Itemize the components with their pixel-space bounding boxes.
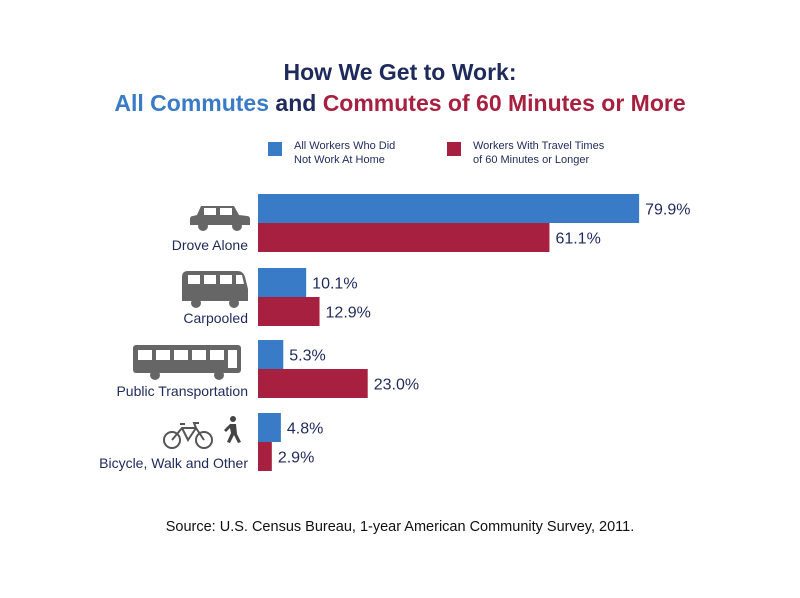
bus-icon — [133, 345, 241, 380]
car-icon — [190, 206, 250, 231]
pedestrian-icon — [224, 416, 241, 443]
value-label: 5.3% — [289, 348, 325, 365]
bar — [258, 442, 272, 471]
category-label: Bicycle, Walk and Other — [99, 455, 248, 471]
bar — [258, 223, 550, 252]
category-label: Carpooled — [183, 310, 248, 326]
category-label: Public Transportation — [116, 383, 248, 399]
bars-group: 79.9% 61.1% 10.1% 12.9% 5.3% 23.0% 4.8% 2.9% — [258, 194, 690, 471]
value-label: 2.9% — [278, 450, 314, 467]
bar — [258, 297, 320, 326]
bicycle-icon — [163, 422, 213, 449]
subtitle-long-commutes: Commutes of 60 Minutes or More — [322, 90, 686, 116]
bar — [258, 369, 368, 398]
subtitle-all-commutes: All Commutes — [114, 90, 270, 116]
value-label: 61.1% — [555, 231, 600, 248]
legend-item-long-commute: Workers With Travel Times of 60 Minutes … — [447, 139, 623, 167]
source-note: Source: U.S. Census Bureau, 1-year Ameri… — [165, 519, 635, 535]
legend-label: of 60 Minutes or Longer — [473, 154, 590, 166]
bar — [258, 340, 284, 369]
legend-label: All Workers Who Did — [294, 140, 396, 152]
legend-item-all-workers: All Workers Who Did Not Work At Home — [268, 139, 444, 167]
bar — [258, 194, 640, 223]
bar — [258, 413, 281, 442]
bar — [258, 268, 307, 297]
van-icon — [182, 271, 248, 308]
value-label: 79.9% — [645, 202, 690, 219]
value-label: 12.9% — [326, 305, 371, 322]
category-label: Drove Alone — [172, 237, 248, 253]
subtitle-and: and — [269, 90, 323, 116]
value-label: 10.1% — [312, 276, 357, 293]
legend-label: Not Work At Home — [294, 154, 385, 166]
legend-swatch-blue — [268, 142, 282, 156]
value-label: 23.0% — [374, 377, 419, 394]
chart-title: How We Get to Work: — [283, 59, 517, 85]
legend-label: Workers With Travel Times — [473, 140, 605, 152]
value-label: 4.8% — [287, 421, 323, 438]
category-labels-group: Drove Alone Carpooled Public Transportatio… — [99, 237, 248, 471]
legend-swatch-red — [447, 142, 461, 156]
chart-subtitle: All Commutes and Commutes of 60 Minutes … — [0, 90, 800, 117]
